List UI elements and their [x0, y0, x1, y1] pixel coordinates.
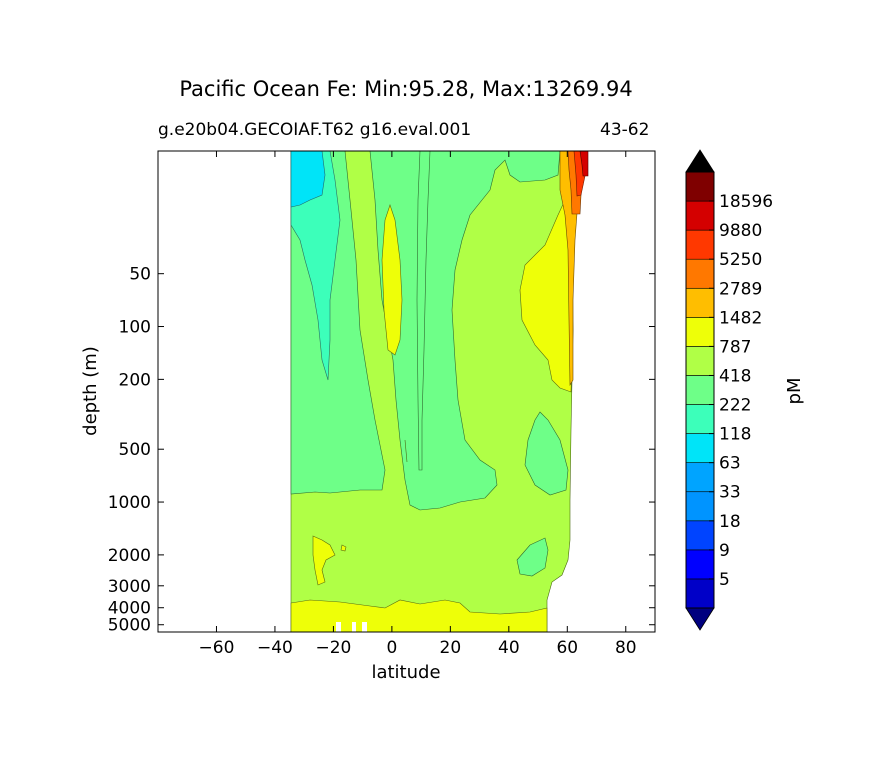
- colorbar-segment: [685, 171, 715, 202]
- y-tick-label: 2000: [108, 546, 151, 566]
- colorbar-tick-label: 33: [719, 483, 741, 503]
- colorbar-segment: [685, 549, 715, 580]
- y-tick-label: 4000: [108, 599, 151, 619]
- data-gap-1: [336, 622, 341, 632]
- chart-subtitle-run: g.e20b04.GECOIAF.T62 g16.eval.001: [158, 120, 472, 140]
- data-gap-3: [362, 622, 367, 632]
- colorbar-tick-label: 5250: [719, 250, 762, 270]
- colorbar-frame: [685, 171, 715, 609]
- colorbar-segment: [685, 200, 715, 231]
- contour-arctic-red: [579, 151, 589, 177]
- x-tick-label: 0: [386, 638, 397, 658]
- colorbar-label: pM: [784, 378, 805, 405]
- x-tick-label: 40: [498, 638, 520, 658]
- y-tick-label: 5000: [108, 616, 151, 636]
- x-axis: −60 −40 −20 0 20 40 60 80: [199, 151, 637, 658]
- contour-south-band-teal: [290, 151, 341, 381]
- colorbar-tick-label: 118: [719, 425, 751, 445]
- colorbar-segment: [685, 491, 715, 522]
- contour-fill-layer: [290, 151, 589, 632]
- colorbar-tick-label: 18596: [719, 192, 773, 212]
- x-tick-label: −60: [199, 638, 235, 658]
- plot-area: [157, 150, 656, 633]
- x-axis-label: latitude: [371, 662, 440, 683]
- colorbar-extend-min: [685, 607, 715, 631]
- colorbar-extend-max: [685, 149, 715, 173]
- colorbar-tick-label: 787: [719, 337, 751, 357]
- colorbar-segment: [685, 317, 715, 347]
- colorbar-tick-label: 9880: [719, 221, 762, 241]
- chart-title: Pacific Ocean Fe: Min:95.28, Max:13269.9…: [179, 77, 633, 101]
- colorbar: 5 9 18 33 63 118 222 418 787 1482 2789 5250 9880 1859…: [685, 149, 773, 631]
- colorbar-segment: [685, 346, 715, 376]
- contour-north-yellow: [519, 189, 574, 393]
- y-tick-label: 1000: [108, 493, 151, 513]
- x-tick-label: 20: [440, 638, 462, 658]
- x-tick-label: 80: [615, 638, 637, 658]
- plot-frame: [157, 150, 656, 633]
- contour-equator-spike: [416, 151, 431, 471]
- colorbar-tick-label: 222: [719, 396, 751, 416]
- y-tick-label: 100: [119, 318, 151, 338]
- colorbar-segment: [685, 520, 715, 551]
- y-tick-label: 500: [119, 440, 151, 460]
- colorbar-segment: [685, 287, 715, 318]
- y-axis-label: depth (m): [80, 346, 101, 436]
- contour-south-cyan: [290, 151, 326, 208]
- colorbar-segment: [685, 258, 715, 289]
- contour-trace-north: [404, 439, 408, 463]
- y-tick-label: 200: [119, 370, 151, 390]
- colorbar-segment: [685, 578, 715, 609]
- colorbar-tick-label: 63: [719, 454, 741, 474]
- chart-subtitle-years: 43-62: [600, 120, 650, 140]
- colorbar-segment: [685, 462, 715, 493]
- y-tick-label: 50: [129, 265, 151, 285]
- x-tick-label: −20: [315, 638, 351, 658]
- colorbar-segment: [685, 375, 715, 405]
- colorbar-tick-label: 9: [719, 541, 730, 561]
- contour-equator-yellow: [381, 204, 403, 356]
- colorbar-tick-label: 418: [719, 366, 751, 386]
- colorbar-tick-label: 5: [719, 570, 730, 590]
- colorbar-tick-label: 1482: [719, 308, 762, 328]
- contour-deep-north-pocket: [516, 537, 549, 577]
- contour-north-subarctic-pocket: [524, 411, 569, 496]
- contour-deep-south-yellow: [312, 535, 336, 586]
- data-gap-2: [352, 622, 356, 632]
- colorbar-tick-label: 2789: [719, 279, 762, 299]
- colorbar-segment: [685, 433, 715, 463]
- colorbar-segment: [685, 404, 715, 434]
- colorbar-tick-label: 18: [719, 512, 741, 532]
- x-tick-label: −40: [257, 638, 293, 658]
- contour-speck-south: [340, 544, 347, 552]
- y-tick-label: 3000: [108, 577, 151, 597]
- colorbar-segment: [685, 229, 715, 260]
- x-tick-label: 60: [556, 638, 578, 658]
